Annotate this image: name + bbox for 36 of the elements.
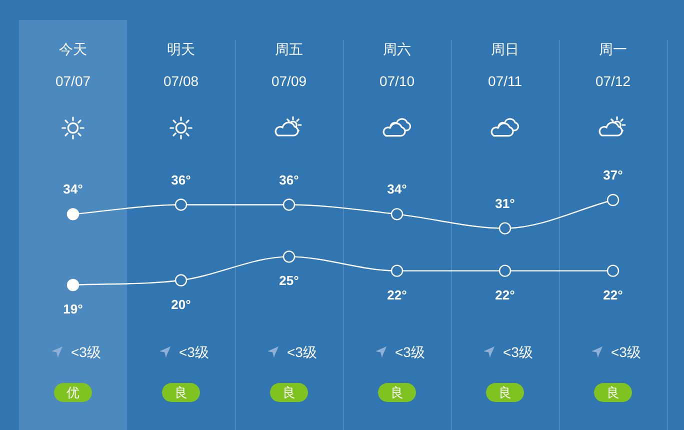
point <box>606 194 620 206</box>
point <box>282 250 296 263</box>
point <box>390 264 404 277</box>
text: <3级 <box>503 343 533 361</box>
data-label: 20° <box>171 296 191 312</box>
x-tick-label: 周六 07/10 <box>379 40 415 89</box>
data-label: 34° <box>387 182 407 197</box>
text: <3级 <box>179 343 209 361</box>
data-label: 37° <box>603 168 623 183</box>
data-label: 25° <box>279 273 299 288</box>
point <box>606 264 620 277</box>
x-tick-label: 周五 07/09 <box>271 40 307 89</box>
data-label: 36° <box>171 172 191 188</box>
point <box>174 274 188 286</box>
point <box>498 264 512 277</box>
x-tick-label: 今天 07/07 <box>55 40 91 89</box>
text: <3级 <box>611 343 641 361</box>
point <box>66 278 80 292</box>
x-tick-label: 明天 07/08 <box>163 40 199 89</box>
point <box>498 222 512 234</box>
data-label: 22° <box>495 287 515 302</box>
x-tick-label: 周一 07/12 <box>595 40 631 89</box>
data-label: 36° <box>279 172 299 188</box>
text: <3级 <box>395 343 425 361</box>
point <box>390 208 404 220</box>
data-label: 34° <box>63 182 83 197</box>
text: <3级 <box>287 343 317 361</box>
text: <3级 <box>71 343 101 361</box>
x-tick-label: 周日 07/11 <box>488 40 522 89</box>
point <box>282 198 296 211</box>
data-label: 19° <box>63 302 83 317</box>
data-label: 31° <box>495 196 515 211</box>
data-label: 22° <box>387 287 407 302</box>
point <box>66 208 80 220</box>
data-label: 22° <box>603 287 623 302</box>
point <box>174 198 188 211</box>
